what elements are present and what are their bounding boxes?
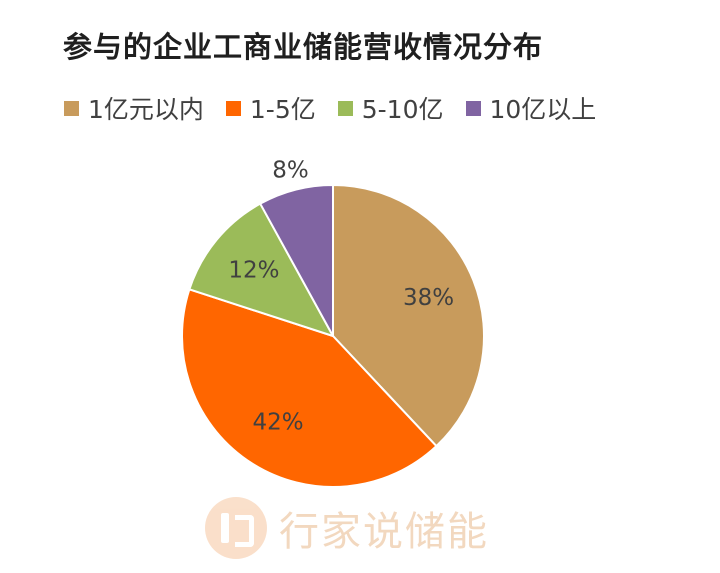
legend-label-3: 5-10亿 [361, 95, 444, 124]
slice-label-1: 38% [403, 285, 454, 311]
legend-label-4: 10亿以上 [489, 95, 597, 124]
pie-slice-2 [181, 288, 438, 488]
watermark: 行家说储能 [205, 497, 489, 559]
slice-label-3: 12% [228, 258, 279, 284]
legend-item-2: 1-5亿 [225, 90, 316, 126]
pie-slice-1 [332, 183, 485, 448]
legend-item-3: 5-10亿 [337, 90, 444, 126]
watermark-text: 行家说储能 [279, 509, 489, 555]
legend-swatch-1 [64, 100, 79, 116]
slice-label-4: 8% [272, 157, 309, 183]
brand-logo-icon [205, 497, 267, 559]
legend-item-1: 1亿元以内 [64, 90, 204, 126]
legend-item-4: 10亿以上 [465, 90, 597, 126]
chart-title: 参与的企业工商业储能营收情况分布 [63, 30, 544, 64]
legend-label-1: 1亿元以内 [88, 95, 204, 124]
legend-label-2: 1-5亿 [249, 95, 316, 124]
pie-slice-3 [188, 202, 336, 338]
pie-slice-4 [258, 183, 334, 337]
legend-swatch-2 [225, 100, 241, 116]
legend-swatch-4 [465, 100, 481, 116]
slice-label-2: 42% [252, 410, 303, 436]
legend-swatch-3 [337, 100, 353, 116]
chart-legend: 1亿元以内 1-5亿 5-10亿 10亿以上 [64, 90, 618, 126]
